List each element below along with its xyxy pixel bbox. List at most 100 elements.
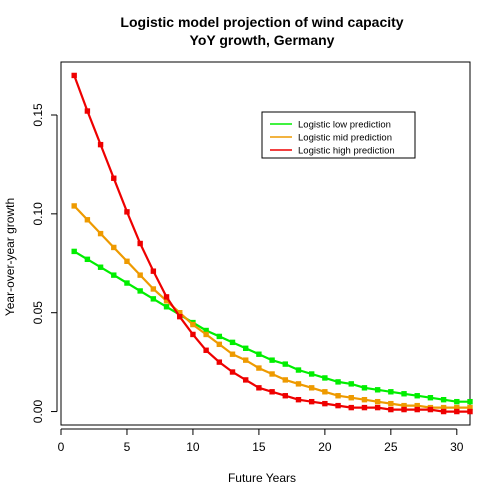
data-point (361, 396, 368, 403)
y-tick-label: 0.00 (31, 400, 45, 424)
series-line (73, 205, 470, 409)
data-point (256, 385, 262, 391)
data-point (124, 280, 130, 286)
data-point (150, 296, 157, 302)
data-point (322, 375, 328, 381)
data-point (388, 400, 394, 407)
data-point (71, 203, 77, 209)
data-point (190, 321, 196, 328)
data-point (282, 361, 288, 367)
data-point (401, 402, 407, 409)
data-point (427, 406, 434, 413)
data-point (111, 175, 117, 181)
series-line (73, 250, 470, 403)
data-point (322, 389, 328, 395)
data-point (414, 393, 420, 399)
data-point (216, 333, 223, 340)
x-tick-label: 5 (124, 440, 131, 454)
data-point (374, 404, 381, 411)
data-point (229, 351, 236, 357)
data-point (203, 327, 209, 334)
data-point (308, 398, 315, 405)
data-point (401, 406, 407, 413)
series-0 (71, 248, 473, 405)
data-point (361, 404, 368, 411)
data-point (111, 272, 117, 278)
data-point (163, 294, 170, 300)
data-point (308, 385, 315, 391)
series-1 (71, 203, 473, 411)
data-point (295, 396, 302, 403)
data-point (348, 381, 354, 387)
data-point (282, 377, 288, 383)
legend: Logistic low prediction Logistic mid pred… (261, 111, 416, 159)
data-point (97, 141, 104, 148)
data-point (216, 359, 223, 365)
data-point (243, 377, 249, 383)
data-point (374, 398, 381, 405)
data-point (97, 230, 104, 237)
data-point (71, 248, 77, 255)
chart-title-line2: YoY growth, Germany (190, 32, 335, 48)
data-point (269, 389, 275, 395)
data-point (295, 367, 302, 373)
x-axis-label: Future Years (228, 471, 296, 485)
data-point (111, 244, 117, 251)
data-point (203, 347, 209, 353)
data-point (308, 371, 315, 377)
data-point (282, 393, 288, 399)
y-tick-label: 0.05 (31, 301, 45, 325)
data-point (467, 408, 473, 415)
data-point (414, 406, 420, 413)
chart-title-line1: Logistic model projection of wind capaci… (120, 14, 403, 30)
data-point (177, 309, 183, 316)
data-point (124, 209, 130, 215)
data-point (335, 393, 341, 399)
data-point (295, 381, 302, 387)
data-point (454, 398, 460, 405)
legend-entry: Logistic high prediction (298, 146, 395, 157)
data-point (256, 365, 262, 371)
x-axis: 0 5 10 15 20 25 30 (58, 428, 464, 454)
data-point (269, 371, 275, 377)
data-point (269, 357, 275, 363)
legend-entry: Logistic mid prediction (298, 133, 392, 144)
data-point (388, 406, 394, 413)
series-layer (71, 72, 473, 415)
data-point (137, 272, 143, 278)
data-point (229, 369, 236, 375)
x-tick-label: 15 (252, 440, 266, 454)
data-point (71, 72, 77, 79)
data-point (335, 379, 341, 385)
data-point (322, 400, 328, 407)
data-point (467, 404, 473, 411)
data-point (137, 288, 143, 294)
data-point (440, 396, 447, 403)
y-tick-label: 0.15 (31, 103, 45, 127)
data-point (84, 108, 91, 114)
y-tick-label: 0.10 (31, 202, 45, 226)
data-point (454, 404, 460, 411)
data-point (150, 268, 157, 274)
x-tick-label: 10 (186, 440, 200, 454)
data-point (216, 341, 223, 348)
data-point (414, 402, 420, 409)
x-tick-label: 0 (58, 440, 65, 454)
data-point (335, 402, 341, 409)
data-point (163, 304, 170, 310)
plot-frame (60, 61, 471, 426)
data-point (84, 217, 91, 223)
data-point (243, 345, 249, 351)
data-point (177, 313, 183, 320)
data-point (229, 339, 236, 346)
data-point (440, 408, 447, 415)
data-point (190, 331, 196, 338)
data-point (440, 404, 447, 411)
data-point (163, 298, 170, 304)
x-tick-label: 20 (318, 440, 332, 454)
data-point (203, 331, 209, 338)
data-point (388, 389, 394, 395)
data-point (427, 395, 434, 401)
legend-entry: Logistic low prediction (298, 120, 391, 131)
